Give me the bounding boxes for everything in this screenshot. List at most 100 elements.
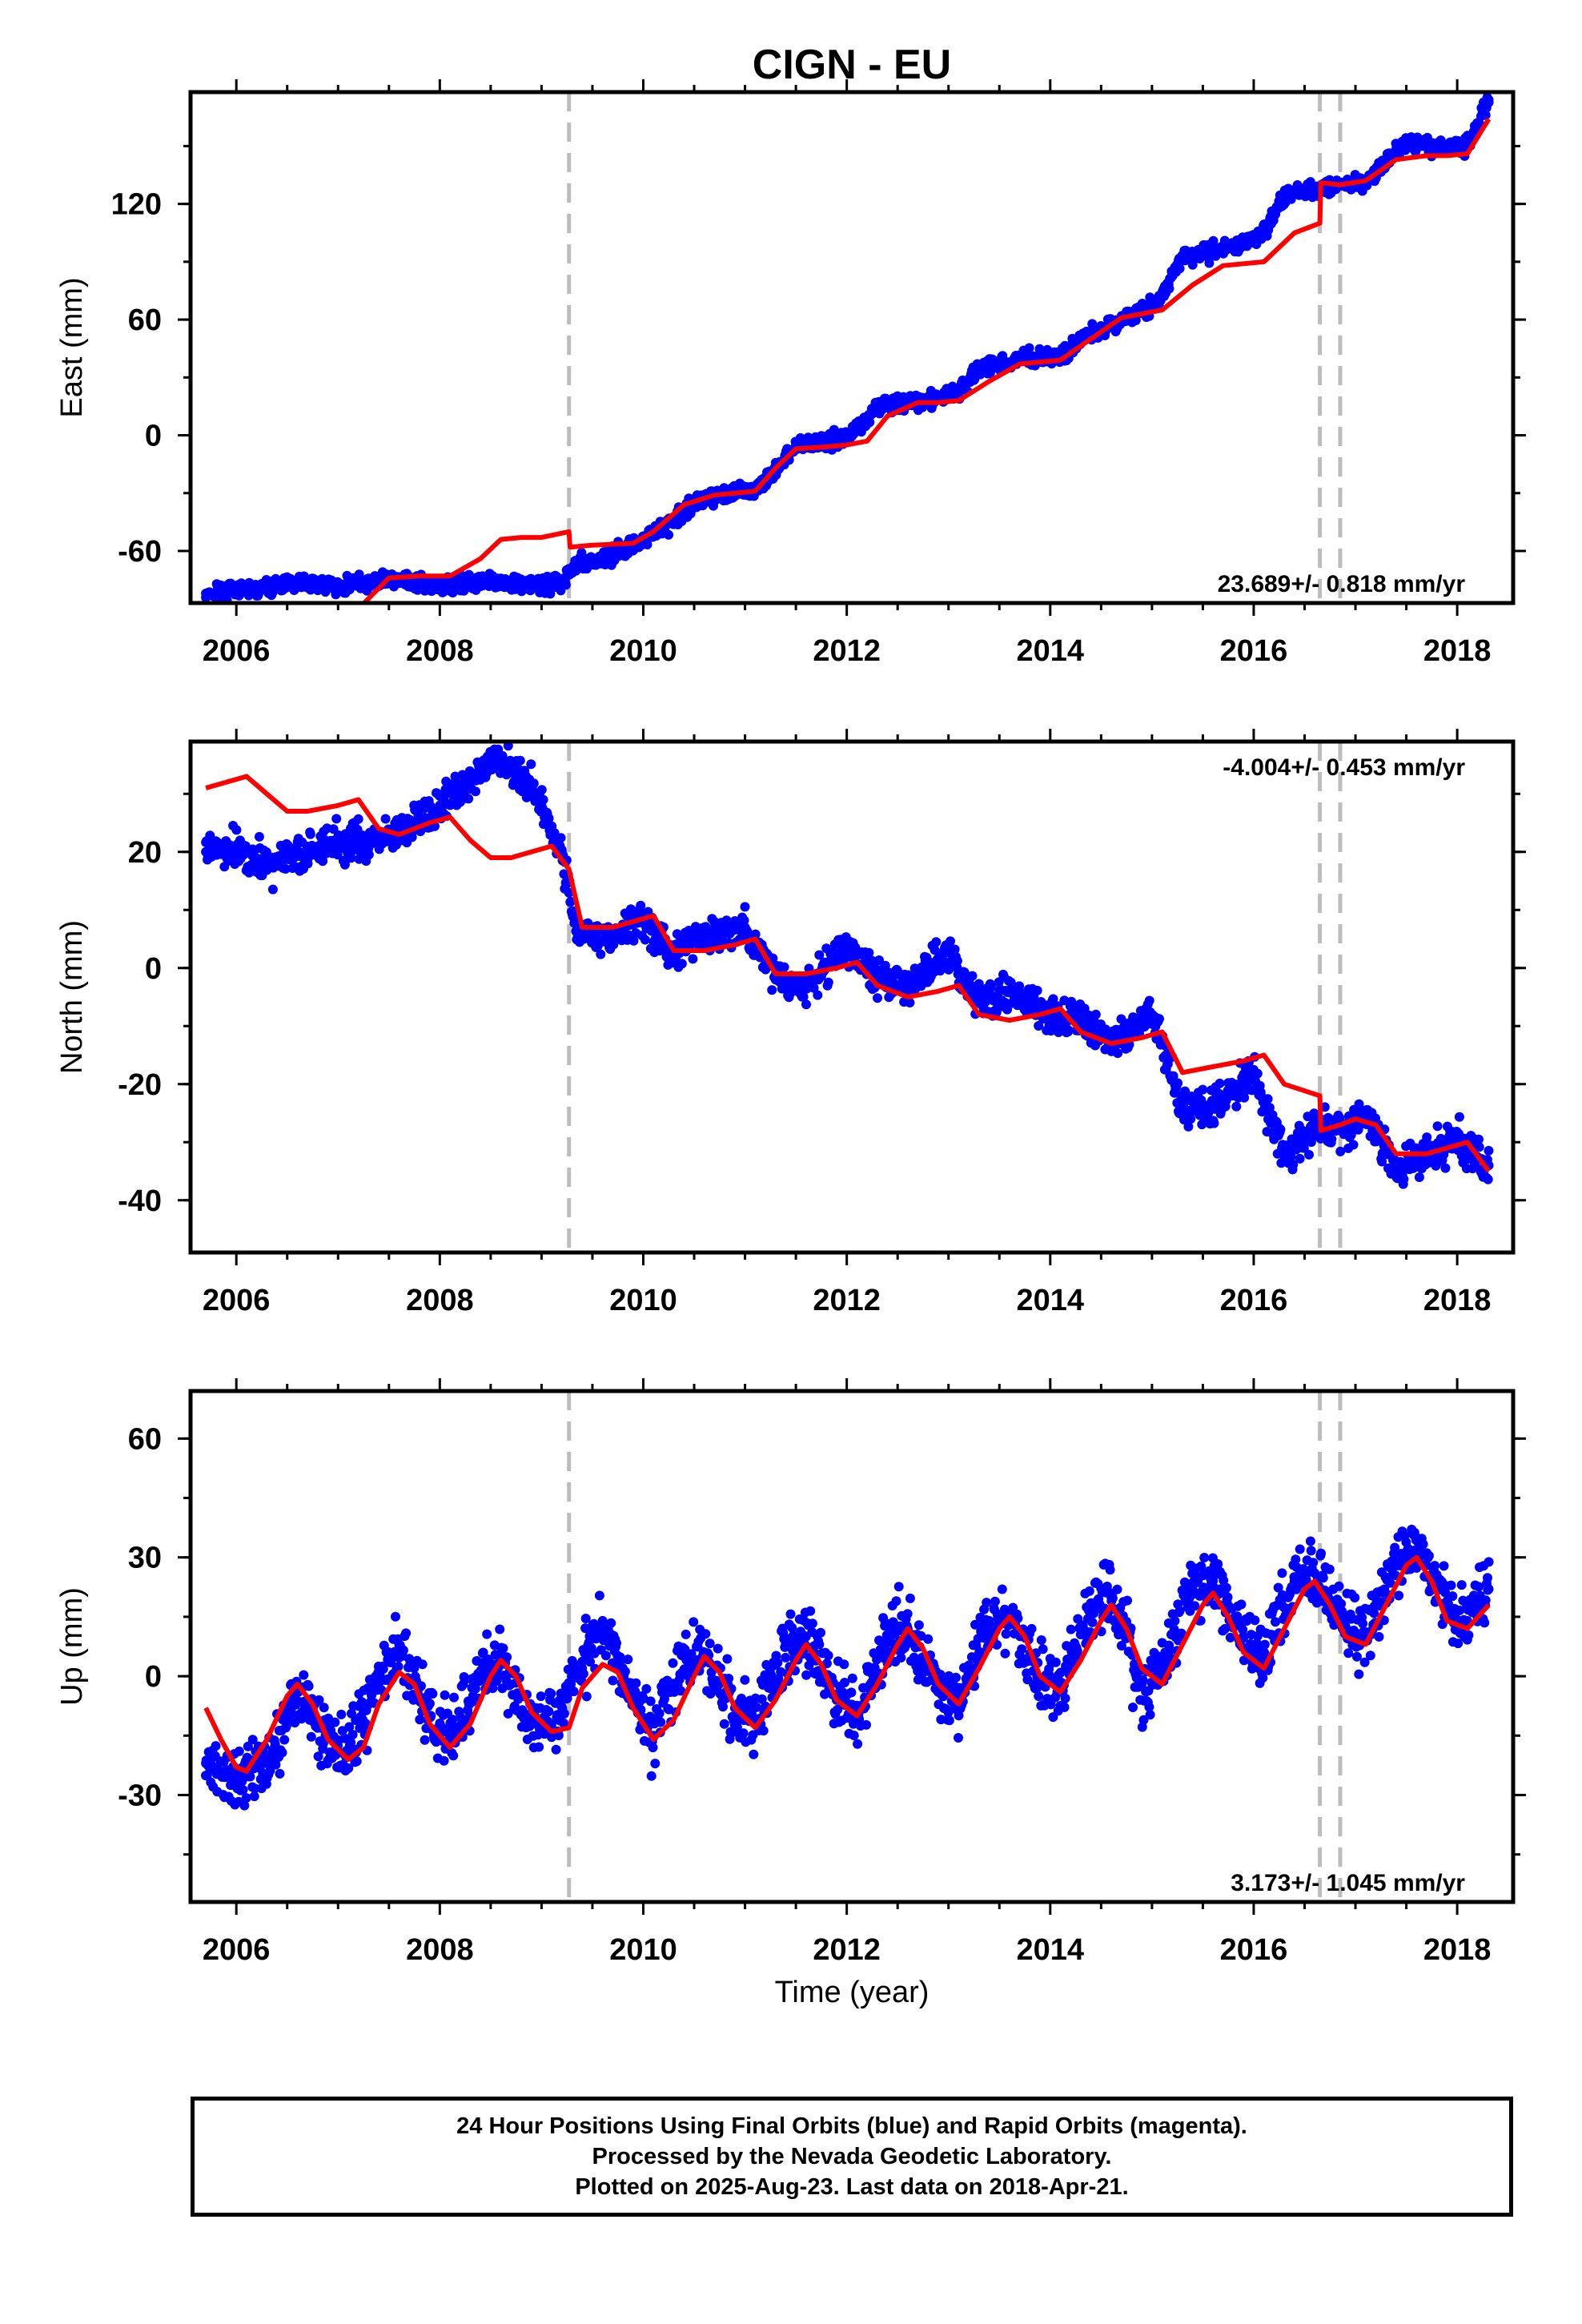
data-point [596,949,606,959]
data-point [954,388,964,398]
data-point [640,935,650,945]
data-point [231,585,242,595]
panel-east: 2006 2008 2010 2012 2014 2016 2018-60060120Eas… [55,79,1526,668]
data-point [1204,258,1215,268]
data-point [428,1689,438,1699]
data-point [581,1691,592,1702]
chart-title: CIGN - EU [753,42,951,88]
data-point [990,1596,1000,1606]
data-point [719,1719,729,1729]
data-point [1377,1156,1387,1167]
data-point [1263,1094,1273,1104]
data-point [1399,1174,1409,1184]
data-point [1440,1163,1451,1173]
data-point [1432,1121,1443,1132]
data-point [262,581,272,591]
data-point [612,1638,621,1648]
data-point [556,577,567,587]
data-point [833,1704,843,1715]
data-point [238,1785,248,1795]
data-point [1474,1142,1484,1152]
data-point [656,1717,666,1727]
data-point [243,1741,253,1751]
data-point [943,946,954,955]
data-point [750,929,761,939]
data-point [415,1715,425,1725]
data-point [424,1699,435,1709]
data-point [544,813,554,823]
data-point [620,1667,630,1677]
data-point [250,1783,260,1794]
data-point [1279,191,1290,201]
data-point [536,785,547,795]
y-tick-label: -20 [118,1068,162,1102]
data-point [787,1622,797,1633]
data-point [986,982,996,992]
data-point [676,1686,686,1696]
data-point [536,581,547,591]
data-point [801,999,811,1010]
data-point [279,1735,290,1745]
data-point [409,1663,420,1674]
data-point [905,1593,915,1603]
data-point [386,1655,396,1666]
data-point [902,980,913,991]
data-point [1208,1102,1219,1112]
x-tick-label: 2014 [1017,1284,1085,1317]
data-point [1164,283,1174,294]
data-point [1484,1145,1494,1156]
data-point [1391,1166,1401,1176]
data-point [572,561,582,572]
data-point [923,1634,934,1644]
data-point [239,1800,250,1811]
plot-area-up [201,1524,1494,1811]
data-point [1113,1048,1123,1059]
data-point [841,939,852,950]
data-point [471,786,480,797]
data-point [1088,1024,1098,1035]
data-point [318,856,328,866]
data-point [677,959,687,969]
data-point [440,1690,450,1700]
x-tick-label: 2006 [203,1284,271,1317]
data-point [1174,263,1185,274]
data-point [631,1678,641,1688]
data-point [515,755,525,766]
data-point [363,835,374,846]
data-point [902,1609,913,1619]
data-point [1154,1014,1164,1024]
data-point [813,990,823,1000]
data-point [306,1731,316,1742]
data-point [816,1627,825,1638]
data-point [740,923,750,932]
data-point [556,833,566,843]
data-point [954,1733,963,1743]
data-point [1264,1103,1275,1113]
y-tick-label: -40 [118,1184,162,1218]
data-point [823,977,833,987]
data-point [1178,253,1187,263]
data-point [528,778,539,789]
data-point [458,1679,468,1690]
data-point [846,1687,857,1698]
data-point [1340,1125,1351,1136]
data-point [864,947,874,958]
data-point [805,1606,816,1616]
data-point [267,884,278,895]
data-point [231,825,242,835]
data-point [353,814,363,824]
data-point [849,1731,859,1741]
data-point [333,841,343,851]
data-point [330,1717,340,1727]
data-point [544,1707,554,1717]
data-point [785,1609,796,1619]
x-tick-label: 2016 [1220,634,1288,668]
data-point [636,900,646,911]
y-tick-label: 120 [111,188,162,222]
data-point [577,1656,588,1667]
data-point [526,759,536,770]
data-point [946,936,955,947]
data-point [1310,185,1320,195]
